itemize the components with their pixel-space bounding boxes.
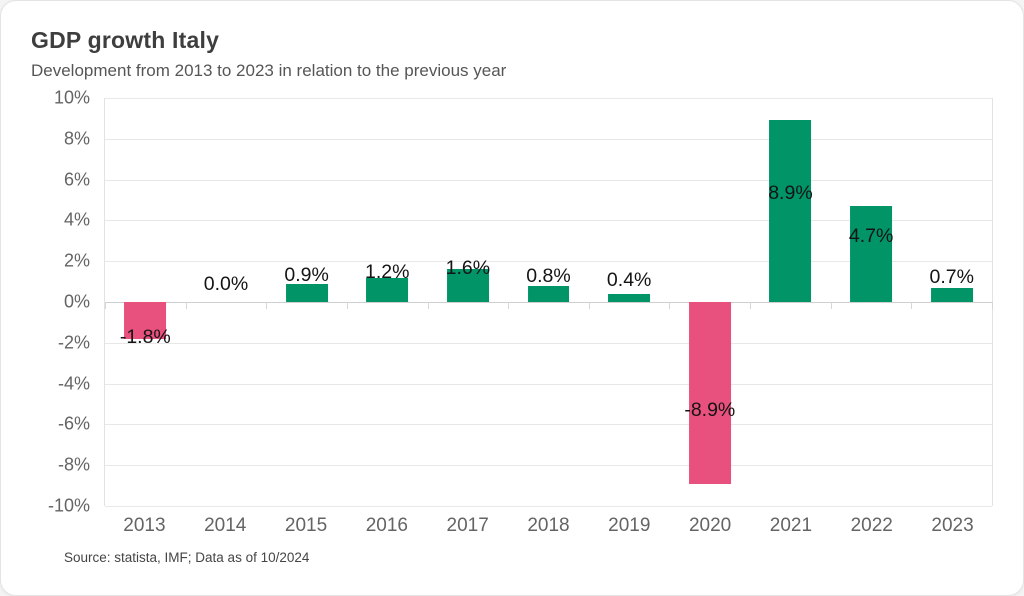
y-axis-label: -8% [57, 454, 90, 475]
source-note: Source: statista, IMF; Data as of 10/202… [64, 550, 310, 565]
x-axis-label-2022: 2022 [850, 515, 893, 536]
bar-value-label: 0.7% [929, 265, 974, 288]
bar-2020 [688, 302, 731, 484]
bar-value-label: 0.9% [284, 263, 329, 286]
axis-tick [105, 302, 106, 309]
x-axis-label-2013: 2013 [123, 515, 166, 536]
bar-value-label: 0.4% [606, 268, 652, 291]
chart-subtitle: Development from 2013 to 2023 in relatio… [31, 61, 507, 80]
bar-column-2023: 0.7% [911, 98, 992, 506]
bar-value-label: -8.9% [684, 398, 736, 421]
bar-2015 [285, 283, 328, 302]
bar-column-2016: 1.2% [347, 98, 428, 506]
axis-tick [830, 302, 832, 309]
axis-tick [266, 302, 268, 309]
axis-tick [992, 302, 993, 309]
axis-tick [508, 302, 510, 309]
axis-tick [185, 302, 187, 309]
gridline [105, 138, 992, 140]
x-axis-label-2023: 2023 [931, 515, 974, 536]
gridline [105, 465, 992, 467]
bar-2017 [446, 269, 489, 302]
y-axis-label: -10% [47, 495, 90, 516]
bar-value-label: 0.8% [526, 264, 571, 287]
bar-value-label: -1.8% [119, 326, 171, 349]
gridline [105, 342, 992, 344]
bar-chart: 10% 8% 6% 4% 2% 0% -2% -4% -6% -8% -10% -1.8% 0.0% 0… [31, 88, 993, 516]
bar-value-label: 1.2% [365, 260, 410, 283]
bar-column-2017: 1.6% [428, 98, 509, 506]
bar-column-2021: 8.9% [750, 98, 831, 506]
bar-2019 [608, 293, 651, 302]
y-axis-label: -4% [57, 373, 90, 394]
bar-value-label: 1.6% [445, 256, 491, 279]
bar-column-2022: 4.7% [831, 98, 912, 506]
zero-gridline [105, 302, 992, 303]
gridline [105, 261, 992, 263]
x-axis-label-2015: 2015 [284, 515, 328, 536]
bar-column-2015: 0.9% [266, 98, 347, 506]
plot-area: -1.8% 0.0% 0.9% 1.2% 1.6% 0.8% 0.4% -8.9% 8.9% 4.… [104, 98, 993, 507]
bar-2023 [930, 287, 973, 302]
axis-tick [669, 302, 671, 309]
bar-column-2020: -8.9% [669, 98, 750, 506]
gridline [105, 424, 992, 426]
y-axis-label: -2% [57, 332, 90, 353]
bar-value-label: 0.0% [203, 273, 249, 295]
y-axis-label: 8% [63, 128, 90, 149]
axis-tick [346, 302, 348, 309]
y-axis-label: 4% [63, 209, 90, 230]
bar-2016 [366, 277, 409, 302]
y-axis: 10% 8% 6% 4% 2% 0% -2% -4% -6% -8% -10% [31, 88, 104, 516]
y-axis-label: 2% [63, 250, 90, 271]
bar-value-label: 4.7% [848, 225, 894, 248]
x-axis-label-2021: 2021 [769, 515, 813, 536]
gridline [105, 220, 992, 222]
x-axis-label-2016: 2016 [365, 515, 408, 536]
bar-2022 [850, 206, 893, 302]
y-axis-label: 0% [63, 291, 90, 312]
axis-tick [911, 302, 913, 309]
x-axis-label-2019: 2019 [608, 515, 651, 536]
axis-tick [588, 302, 590, 309]
y-axis-label: -6% [57, 413, 90, 434]
x-axis-label-2018: 2018 [527, 515, 570, 536]
bar-column-2019: 0.4% [589, 98, 670, 506]
axis-tick [750, 302, 752, 309]
bar-2018 [527, 285, 570, 302]
bar-column-2014: 0.0% [186, 98, 267, 506]
bar-column-2013: -1.8% [105, 98, 186, 506]
gridline [105, 98, 992, 99]
gridline [105, 506, 992, 507]
chart-title: GDP growth Italy [31, 27, 220, 53]
x-axis-label-2017: 2017 [446, 515, 489, 536]
gridline [105, 383, 992, 385]
axis-tick [427, 302, 429, 309]
y-axis-label: 6% [63, 169, 90, 190]
bar-column-2018: 0.8% [508, 98, 589, 506]
bar-2013 [124, 302, 167, 339]
x-axis: 2013 2014 2015 2016 2017 2018 2019 2020 2021 2022… [104, 506, 993, 537]
bar-columns: -1.8% 0.0% 0.9% 1.2% 1.6% 0.8% 0.4% -8.9% 8.9% 4.… [105, 98, 992, 506]
x-axis-label-2020: 2020 [688, 515, 732, 536]
bar-2021 [769, 120, 812, 302]
gridline [105, 179, 992, 181]
x-axis-label-2014: 2014 [204, 515, 247, 536]
y-axis-label: 10% [53, 87, 90, 108]
bar-value-label: 8.9% [768, 182, 813, 205]
